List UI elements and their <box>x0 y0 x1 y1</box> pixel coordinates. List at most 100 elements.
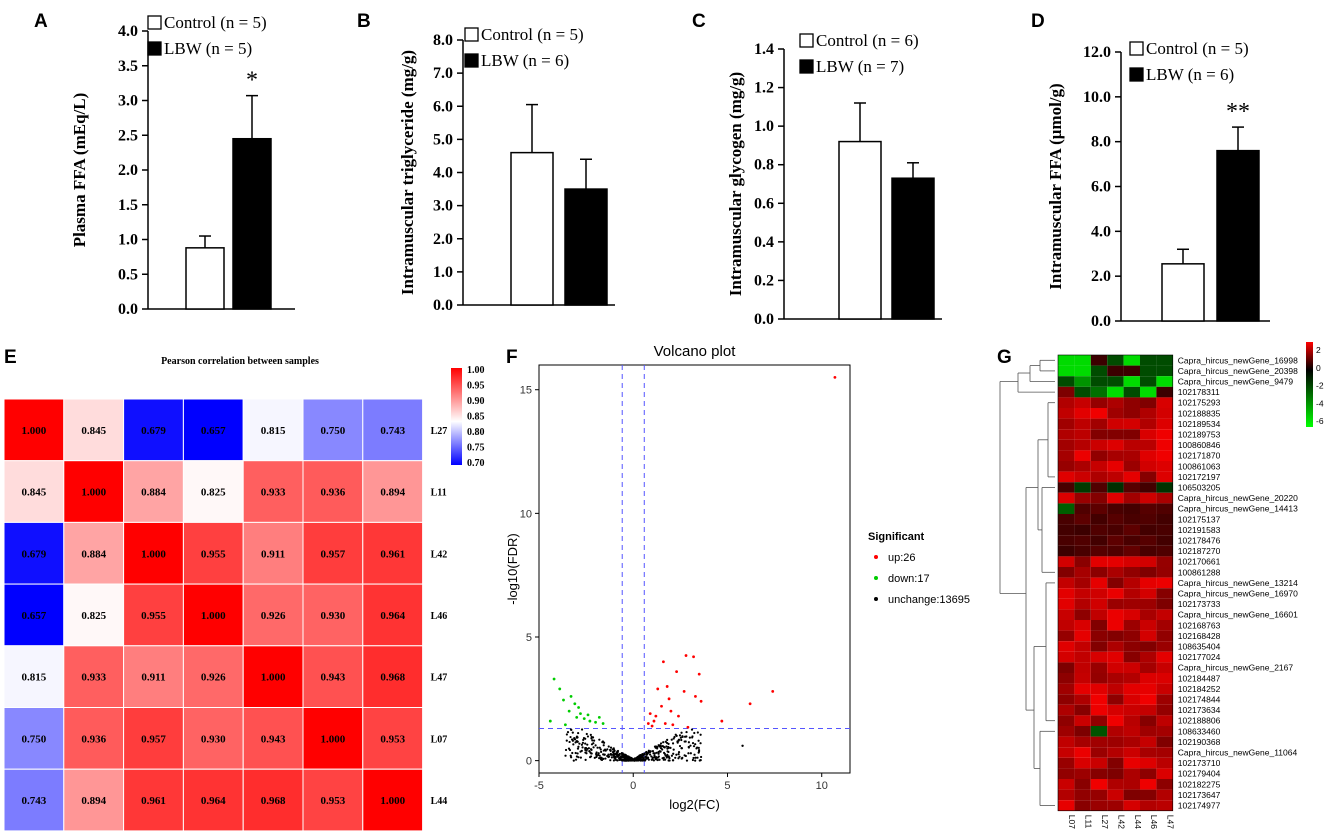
point-unchanged <box>693 753 696 756</box>
heatmap-cell <box>1156 492 1173 504</box>
heatmap-cell <box>1123 630 1140 642</box>
point-unchanged <box>590 752 593 755</box>
point-unchanged <box>647 749 650 752</box>
point-unchanged <box>664 740 667 743</box>
point-unchanged <box>691 742 695 745</box>
point-up <box>771 690 775 693</box>
heatmap-cell <box>1074 355 1091 366</box>
heatmap-cell <box>1107 588 1124 599</box>
point-up <box>671 723 675 727</box>
point-unchanged <box>624 755 627 758</box>
heatmap-cell <box>1090 545 1108 557</box>
point-unchanged <box>697 739 700 742</box>
point-unchanged <box>696 731 699 734</box>
heatmap-cell <box>1123 694 1140 705</box>
heatmap-cell <box>1090 683 1108 695</box>
colorbar <box>1306 342 1313 427</box>
gene-label: Capra_hircus_newGene_20398 <box>1178 366 1298 376</box>
y-tick-label: 0.0 <box>118 301 138 318</box>
gene-label: 102170661 <box>1178 557 1221 567</box>
heatmap-cell-value: 0.825 <box>201 487 226 499</box>
point-up <box>667 697 671 701</box>
heatmap-cell <box>1123 757 1140 769</box>
heatmap-cell <box>1074 503 1091 514</box>
heatmap-cell <box>1123 620 1140 631</box>
sample-label: L27 <box>1100 815 1110 829</box>
heatmap-cell <box>1140 355 1157 366</box>
heatmap-cell-value: 0.961 <box>141 795 166 807</box>
heatmap-cell <box>1140 598 1157 610</box>
heatmap-cell <box>1090 651 1108 663</box>
heatmap-cell <box>1140 556 1157 567</box>
point-up <box>697 672 701 676</box>
point-unchanged <box>626 755 629 759</box>
gene-label: 102177024 <box>1178 652 1221 662</box>
sample-label: L46 <box>1149 815 1159 829</box>
heatmap-cell <box>3 645 65 708</box>
heatmap-cell <box>1123 683 1140 695</box>
gene-label: 102184252 <box>1178 684 1221 694</box>
point-unchanged <box>598 757 601 760</box>
heatmap-cell <box>1140 514 1157 525</box>
heatmap-cell-value: 0.815 <box>261 425 286 437</box>
heatmap-cell <box>1058 694 1075 705</box>
heatmap-cell <box>1074 651 1091 663</box>
gene-label: 102173647 <box>1178 790 1221 800</box>
y-tick-label: 2.0 <box>433 231 453 248</box>
point-unchanged <box>571 751 574 755</box>
heatmap-cell <box>1074 609 1091 620</box>
legend-dot <box>874 576 878 580</box>
heatmap-cell <box>1140 492 1157 504</box>
point-unchanged <box>609 746 613 749</box>
point-unchanged <box>602 749 605 752</box>
heatmap-cell <box>1074 376 1091 387</box>
point-unchanged <box>598 738 601 741</box>
heatmap-cell <box>63 583 125 647</box>
point-unchanged <box>639 754 642 758</box>
heatmap-cell <box>1107 651 1124 663</box>
heatmap-cell <box>1074 450 1091 461</box>
point-unchanged <box>687 752 690 755</box>
y-tick-label: 4.0 <box>1091 223 1111 240</box>
heatmap-cell <box>1090 556 1108 567</box>
legend-swatch <box>464 53 479 68</box>
point-unchanged <box>594 744 597 747</box>
point-unchanged <box>692 745 696 748</box>
heatmap-cell <box>63 707 125 770</box>
gene-label: 100861288 <box>1178 567 1221 577</box>
gene-label: 102168428 <box>1178 631 1221 641</box>
point-up <box>692 655 695 659</box>
legend-swatch <box>799 33 814 48</box>
heatmap-cell <box>1090 429 1108 440</box>
heatmap-row-label: L07 <box>431 734 448 745</box>
point-unchanged <box>672 752 675 755</box>
point-unchanged <box>684 740 687 743</box>
point-unchanged <box>575 740 579 743</box>
point-unchanged <box>699 755 703 759</box>
point-unchanged <box>694 743 697 746</box>
heatmap-cell <box>1123 450 1140 461</box>
gene-expression-heatmap: Capra_hircus_newGene_16998Capra_hircus_n… <box>999 342 1324 829</box>
point-unchanged <box>696 756 699 759</box>
y-tick-label: 10 <box>520 508 532 520</box>
heatmap-cell <box>1090 757 1108 769</box>
heatmap-cell <box>1090 747 1108 758</box>
gene-label: 102191583 <box>1178 525 1221 535</box>
point-unchanged <box>601 741 604 744</box>
point-unchanged <box>694 759 697 762</box>
heatmap-cell <box>1090 386 1108 398</box>
point-unchanged <box>666 753 669 756</box>
heatmap-cell-value: 0.933 <box>81 672 106 684</box>
heatmap-cell-value: 0.845 <box>22 487 47 499</box>
point-unchanged <box>598 754 601 757</box>
heatmap-cell <box>1123 545 1140 557</box>
colorbar-tick: 0.75 <box>467 443 485 454</box>
bar-chart-d: 0.0 2.0 4.0 6.0 8.0 10.0 12.0 Intramuscular FFA… <box>1046 39 1270 330</box>
point-unchanged <box>653 754 656 757</box>
heatmap-cell <box>1107 556 1124 567</box>
heatmap-cell <box>1058 598 1075 610</box>
heatmap-cell-value: 1.000 <box>380 795 405 807</box>
gene-label: 102172197 <box>1178 472 1221 482</box>
heatmap-cell <box>1090 662 1108 673</box>
point-unchanged <box>677 750 681 754</box>
